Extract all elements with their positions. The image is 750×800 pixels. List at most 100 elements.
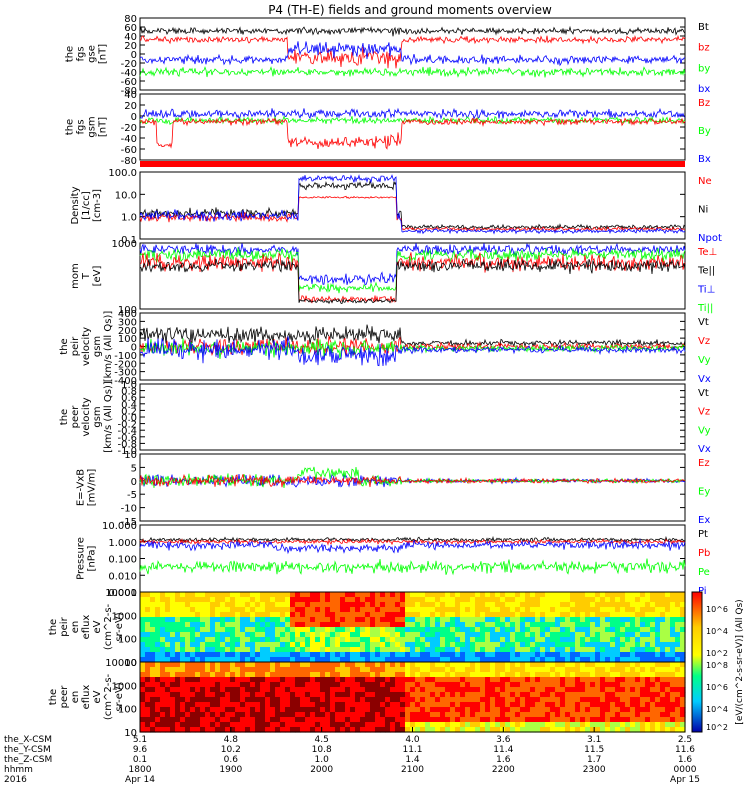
heatmap-cell [430,682,436,688]
heatmap-cell [525,717,531,723]
heatmap-cell [590,592,596,598]
heatmap-cell [225,707,231,713]
ytick-label: 0.001 [108,588,137,599]
heatmap-cell [465,677,471,683]
heatmap-cell [510,672,516,678]
heatmap-cell [440,682,446,688]
heatmap-cell [595,617,601,623]
heatmap-cell [445,697,451,703]
heatmap-cell [580,667,586,673]
heatmap-cell [380,712,386,718]
heatmap-cell [525,602,531,608]
heatmap-cell [265,652,271,658]
heatmap-cell [305,657,311,663]
ylabel-line: sr-eV) [114,682,125,711]
heatmap-cell [385,682,391,688]
heatmap-cell [485,692,491,698]
heatmap-cell [555,727,561,733]
heatmap-cell [390,692,396,698]
heatmap-cell [170,657,176,663]
heatmap-cell [230,697,236,703]
heatmap-cell [650,642,656,648]
heatmap-cell [500,617,506,623]
heatmap-cell [495,682,501,688]
heatmap-cell [535,637,541,643]
heatmap-cell [310,687,316,693]
heatmap-cell [235,622,241,628]
heatmap-cell [480,672,486,678]
heatmap-cell [640,652,646,658]
heatmap-cell [545,637,551,643]
heatmap-cell [395,717,401,723]
heatmap-cell [635,642,641,648]
heatmap-cell [560,667,566,673]
heatmap-cell [505,597,511,603]
heatmap-cell [415,622,421,628]
heatmap-cell [350,632,356,638]
heatmap-cell [460,612,466,618]
heatmap-cell [550,707,556,713]
heatmap-cell [150,692,156,698]
heatmap-cell [210,667,216,673]
heatmap-cell [680,612,686,618]
heatmap-cell [495,717,501,723]
heatmap-cell [480,697,486,703]
heatmap-cell [530,622,536,628]
heatmap-cell [450,632,456,638]
heatmap-cell [645,702,651,708]
heatmap-cell [190,702,196,708]
heatmap-cell [285,622,291,628]
heatmap-cell [590,677,596,683]
heatmap-cell [585,612,591,618]
heatmap-cell [595,692,601,698]
time-axis-value: 4.8 [224,735,239,745]
heatmap-cell [560,677,566,683]
heatmap-cell [570,687,576,693]
heatmap-cell [430,592,436,598]
heatmap-cell [535,627,541,633]
heatmap-cell [415,632,421,638]
heatmap-cell [510,592,516,598]
heatmap-cell [625,662,631,668]
heatmap-cell [490,727,496,733]
heatmap-cell [590,627,596,633]
heatmap-cell [350,637,356,643]
heatmap-cell [340,672,346,678]
heatmap-cell [365,622,371,628]
heatmap-cell [140,707,146,713]
heatmap-cell [415,612,421,618]
heatmap-cell [575,602,581,608]
heatmap-cell [580,647,586,653]
heatmap-cell [160,617,166,623]
heatmap-cell [230,592,236,598]
heatmap-cell [370,607,376,613]
heatmap-cell [410,682,416,688]
heatmap-cell [360,702,366,708]
heatmap-cell [360,667,366,673]
heatmap-cell [315,622,321,628]
heatmap-cell [535,602,541,608]
heatmap-cell [255,702,261,708]
heatmap-cell [285,692,291,698]
colorbar-tick: 10^2 [706,649,728,658]
heatmap-cell [260,602,266,608]
heatmap-cell [315,697,321,703]
heatmap-cell [245,622,251,628]
heatmap-cell [645,722,651,728]
heatmap-cell [230,687,236,693]
legend-entry: Npot [698,233,722,244]
heatmap-cell [430,692,436,698]
ytick-label: 0.0 [121,413,137,424]
heatmap-cell [660,687,666,693]
heatmap-cell [280,647,286,653]
heatmap-cell [565,597,571,603]
heatmap-cell [145,612,151,618]
heatmap-cell [265,612,271,618]
heatmap-cell [490,692,496,698]
heatmap-cell [590,707,596,713]
heatmap-cell [540,622,546,628]
heatmap-cell [155,597,161,603]
heatmap-cell [670,602,676,608]
heatmap-cell [575,677,581,683]
heatmap-cell [440,642,446,648]
